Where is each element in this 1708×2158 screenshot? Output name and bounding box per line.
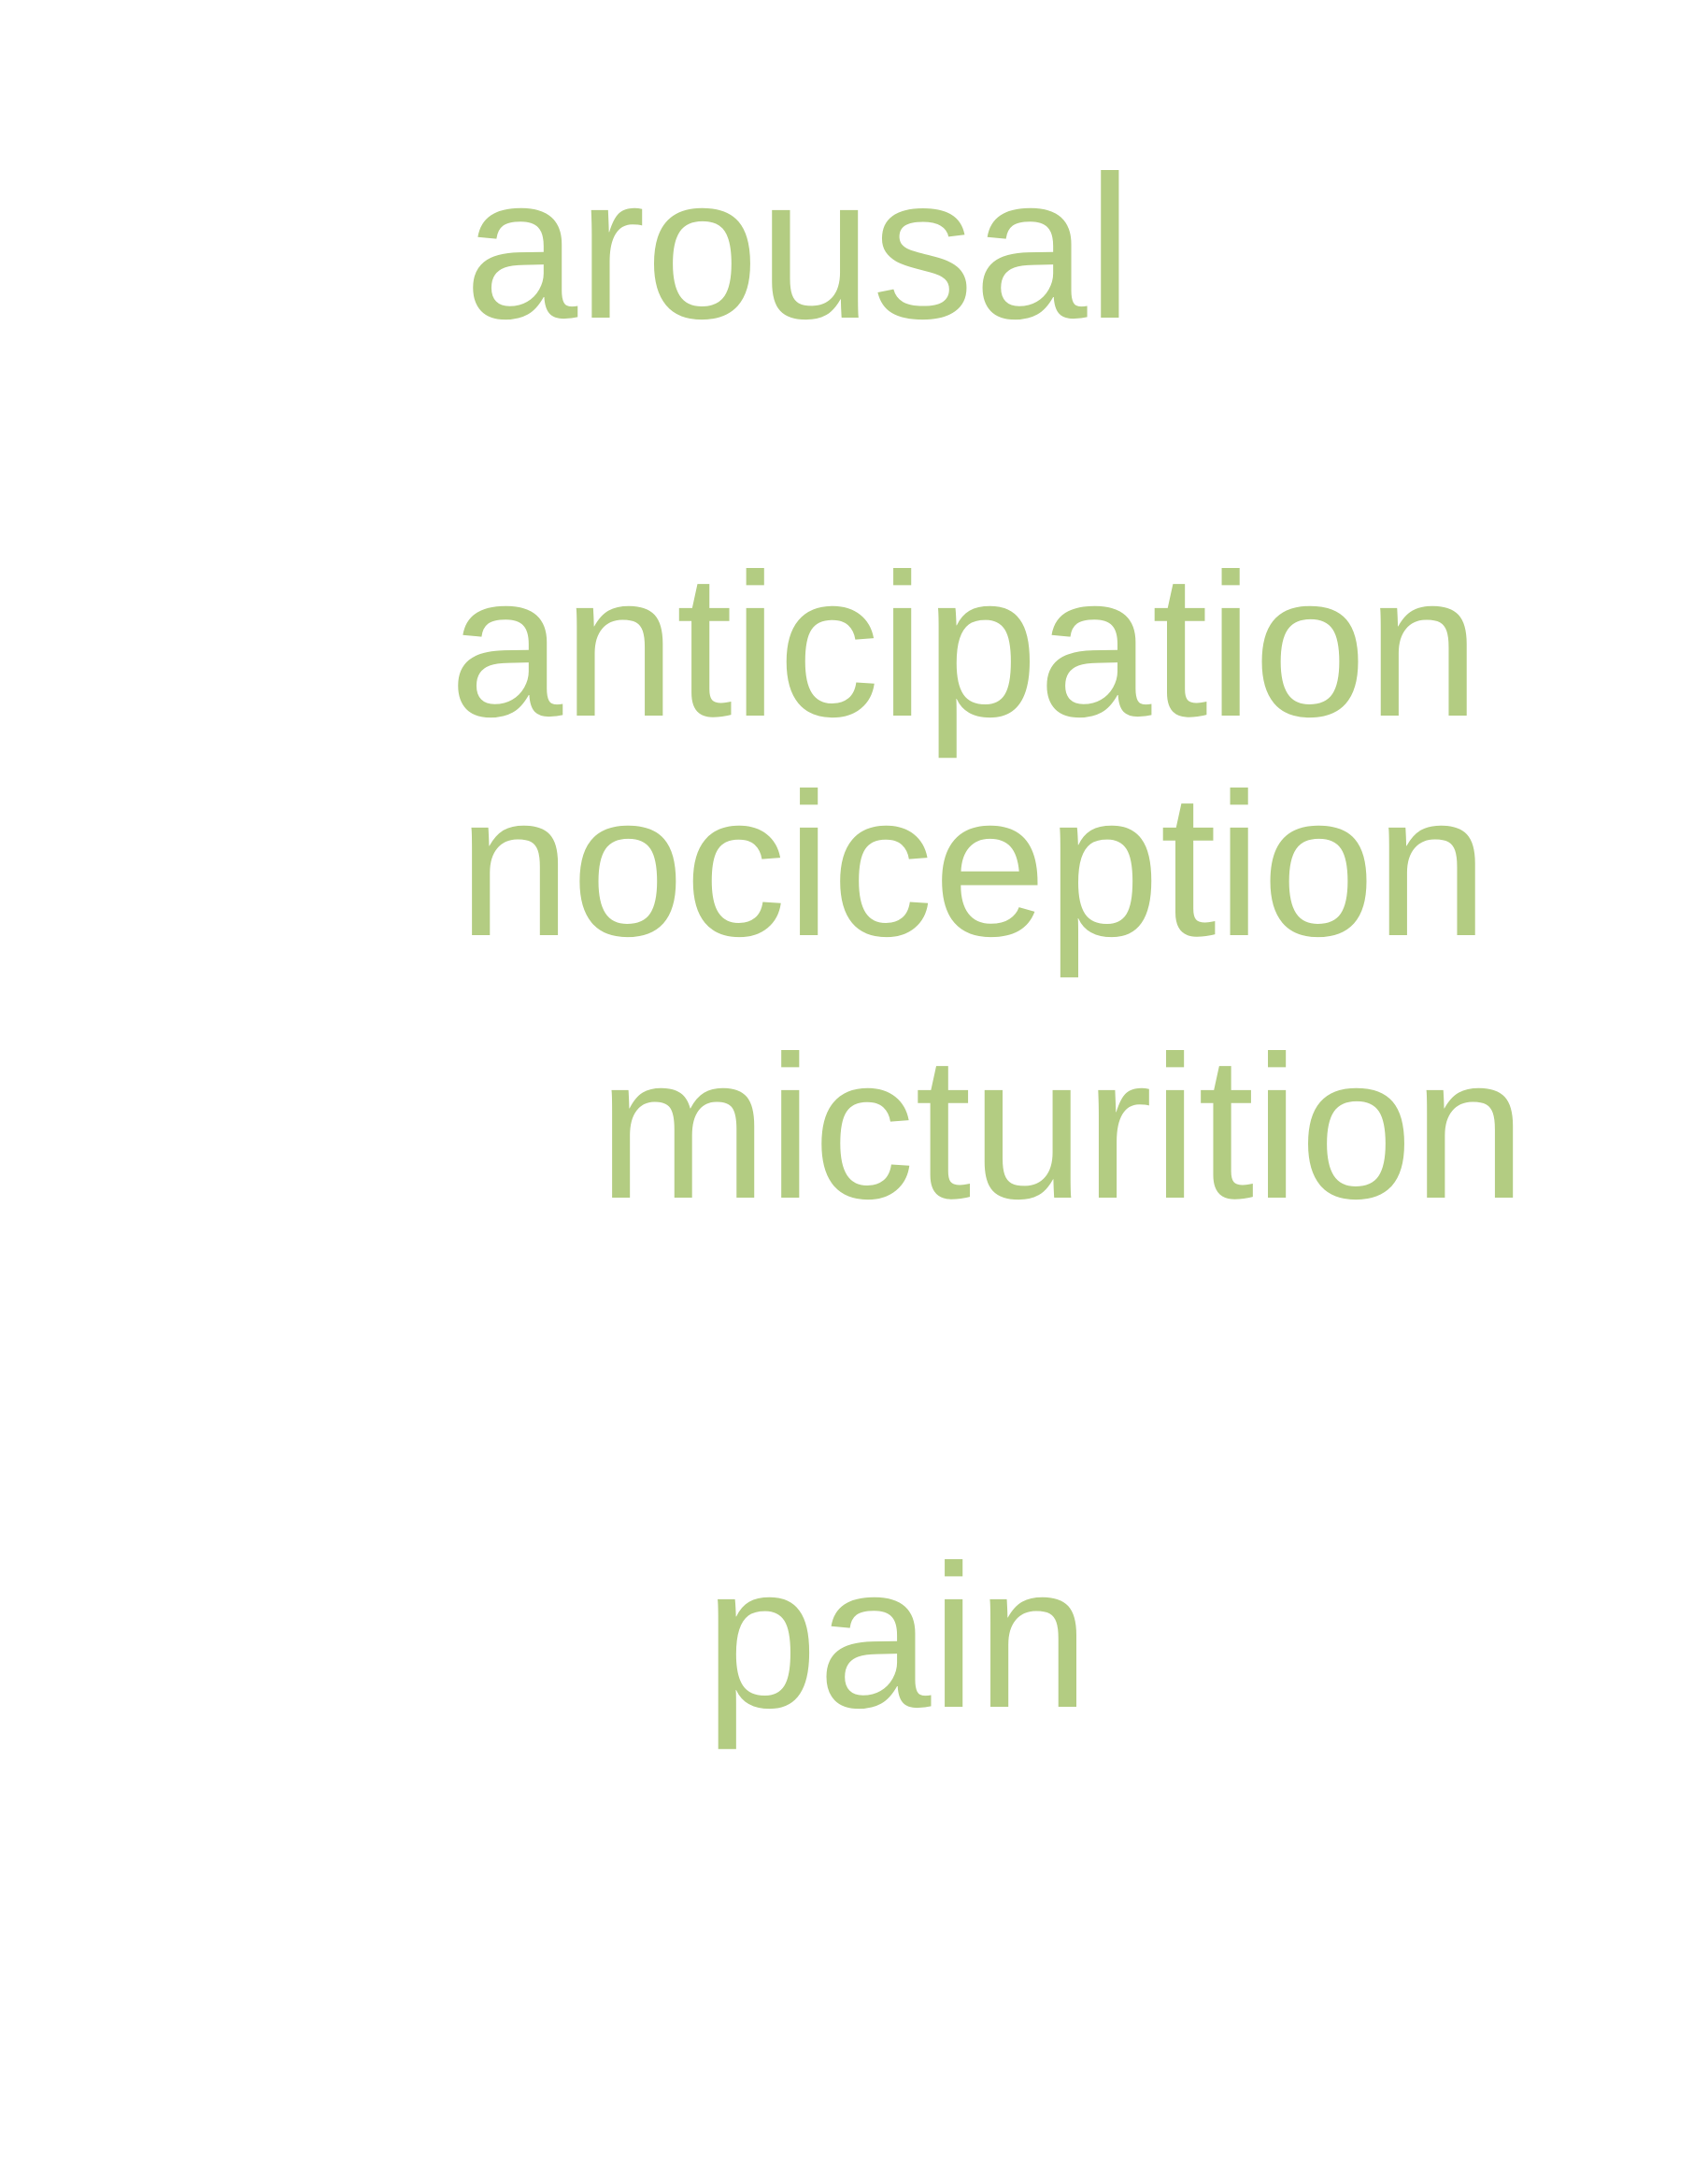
word-pain: pain [705, 1524, 1090, 1751]
word-anticipation: anticipation [449, 532, 1480, 760]
word-nociception: nociception [458, 752, 1488, 979]
word-arousal: arousal [464, 135, 1132, 362]
word-micturition: micturition [598, 1015, 1527, 1242]
